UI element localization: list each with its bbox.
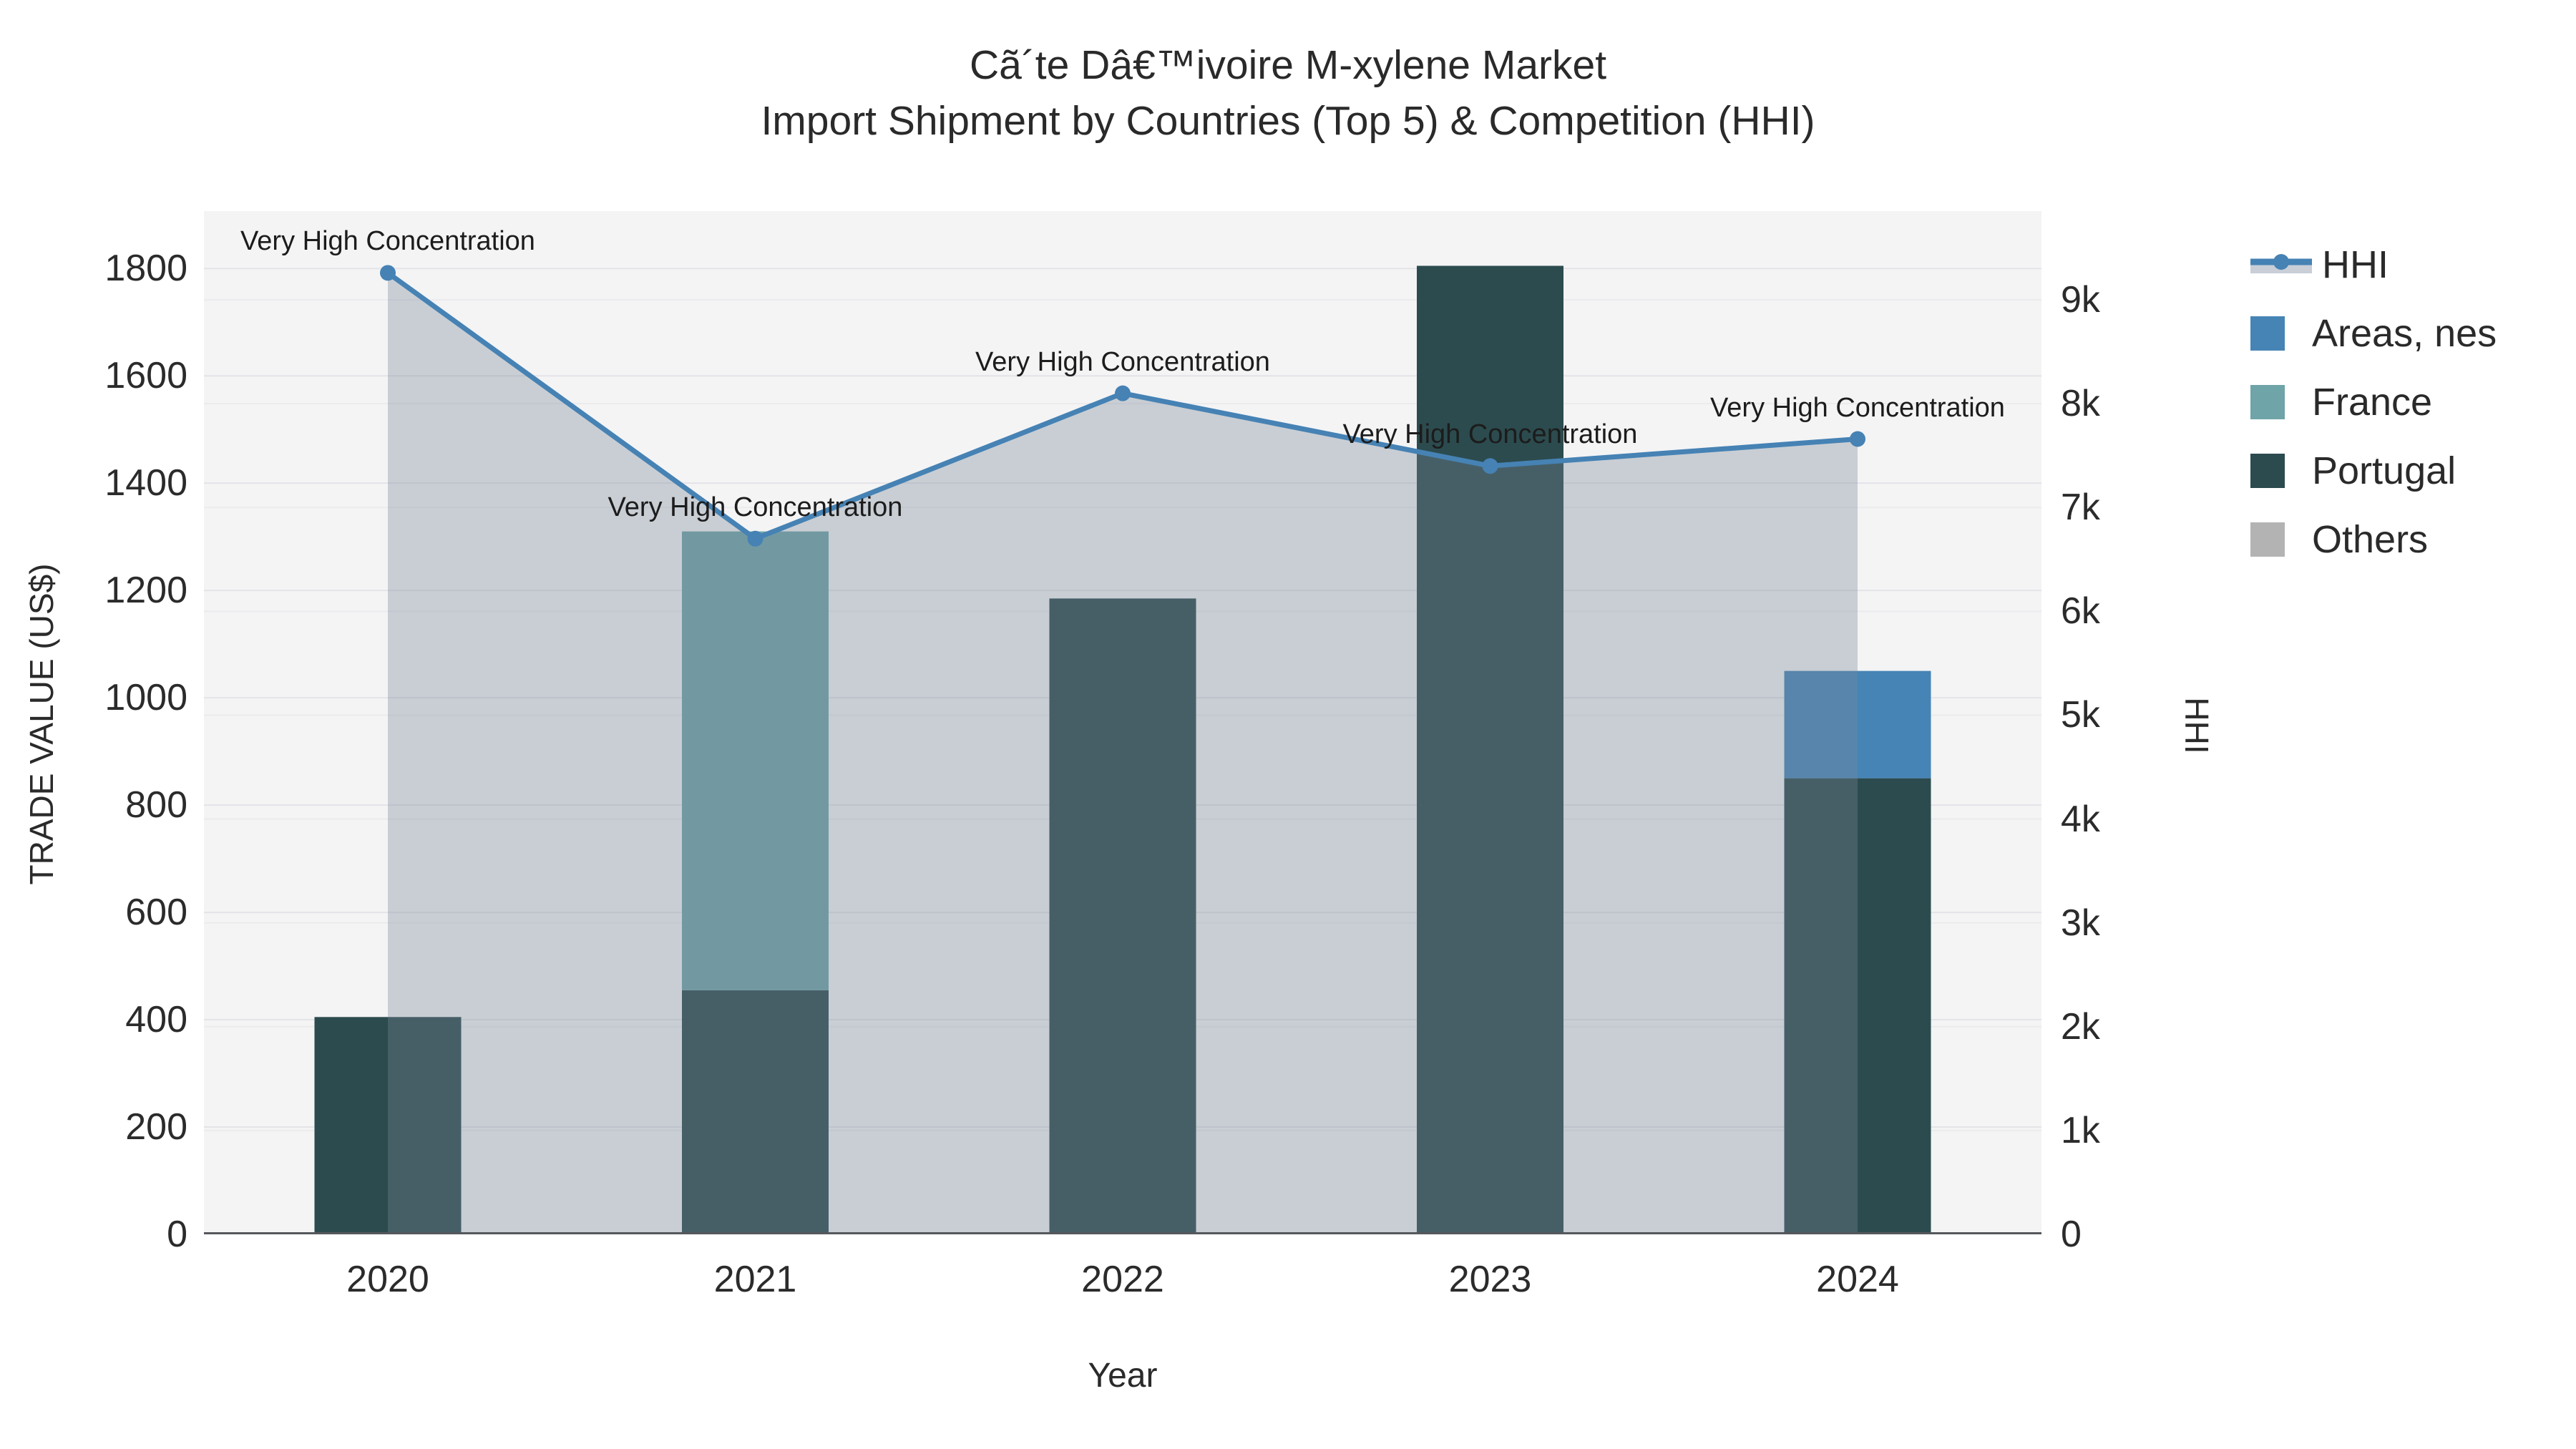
right-tick-label: 6k — [2061, 590, 2100, 633]
x-tick-label-2021: 2021 — [713, 1259, 797, 1300]
annotation-2022: Very High Concentration — [975, 346, 1270, 377]
areas-nes-swatch-icon — [2250, 316, 2285, 351]
plot-area[interactable] — [204, 211, 2041, 1234]
x-tick-label-2020: 2020 — [346, 1259, 429, 1300]
right-tick-label: 9k — [2061, 279, 2100, 321]
x-axis-title: Year — [1088, 1357, 1158, 1395]
right-tick-label: 2k — [2061, 1005, 2100, 1048]
left-tick-label: 1400 — [104, 462, 187, 504]
bar-segment-portugal-2022 — [1049, 598, 1196, 1234]
hhi-marker-2023 — [1482, 458, 1498, 474]
left-tick-label: 1600 — [104, 355, 187, 397]
left-tick-label: 0 — [167, 1214, 187, 1255]
legend-item-others[interactable]: Others — [2250, 505, 2497, 574]
others-swatch-icon — [2250, 522, 2285, 557]
france-swatch-icon — [2250, 385, 2285, 419]
bar-segment-portugal-2021 — [682, 990, 829, 1234]
x-tick-label-2022: 2022 — [1081, 1259, 1164, 1300]
right-tick-label: 3k — [2061, 902, 2100, 944]
bar-segment-france-2021 — [682, 531, 829, 990]
legend-label: Others — [2312, 518, 2429, 561]
legend-label: Areas, nes — [2312, 312, 2497, 355]
left-tick-label: 400 — [125, 999, 187, 1041]
left-tick-label: 600 — [125, 892, 187, 934]
hhi-marker-2024 — [1850, 431, 1865, 447]
legend-item-hhi[interactable]: HHI — [2250, 230, 2497, 299]
left-tick-label: 1000 — [104, 677, 187, 719]
hhi-marker-2022 — [1115, 385, 1131, 401]
bar-segment-areas-nes-2024 — [1784, 670, 1931, 779]
legend-item-areas-nes[interactable]: Areas, nes — [2250, 299, 2497, 368]
x-tick-label-2024: 2024 — [1816, 1259, 1899, 1300]
left-tick-label: 800 — [125, 784, 187, 826]
legend: HHI Areas, nes France Portugal Others — [2250, 230, 2497, 574]
bar-segment-portugal-2024 — [1784, 778, 1931, 1234]
right-tick-label: 1k — [2061, 1109, 2100, 1151]
legend-item-portugal[interactable]: Portugal — [2250, 436, 2497, 505]
left-tick-label: 200 — [125, 1106, 187, 1148]
chart-title-line1: Cã´te Dâ€™ivoire M-xylene Market — [969, 42, 1607, 88]
right-tick-label: 5k — [2061, 694, 2100, 736]
chart-title: Cã´te Dâ€™ivoire M-xylene Market Import … — [0, 37, 2576, 149]
hhi-line-swatch-icon — [2250, 248, 2312, 282]
annotation-2024: Very High Concentration — [1710, 392, 2005, 423]
legend-label: France — [2312, 381, 2433, 424]
bar-segment-portugal-2023 — [1417, 265, 1563, 1234]
chart-title-line2: Import Shipment by Countries (Top 5) & C… — [761, 98, 1815, 144]
right-tick-label: 0 — [2061, 1214, 2082, 1255]
legend-label: Portugal — [2312, 449, 2457, 492]
right-tick-label: 4k — [2061, 798, 2100, 840]
left-tick-label: 1200 — [104, 570, 187, 612]
right-tick-label: 8k — [2061, 383, 2100, 425]
annotation-2021: Very High Concentration — [608, 492, 903, 522]
bar-segment-portugal-2020 — [314, 1017, 462, 1234]
annotation-2023: Very High Concentration — [1342, 419, 1638, 450]
portugal-swatch-icon — [2250, 454, 2285, 488]
hhi-marker-2021 — [747, 530, 763, 547]
hhi-marker-2020 — [380, 265, 396, 281]
right-tick-label: 7k — [2061, 487, 2100, 529]
legend-item-france[interactable]: France — [2250, 368, 2497, 436]
x-tick-label-2023: 2023 — [1448, 1259, 1532, 1300]
annotation-2020: Very High Concentration — [240, 226, 535, 257]
legend-label: HHI — [2322, 243, 2389, 286]
left-tick-label: 1800 — [104, 248, 187, 290]
hhi-area-fill — [388, 273, 1858, 1234]
